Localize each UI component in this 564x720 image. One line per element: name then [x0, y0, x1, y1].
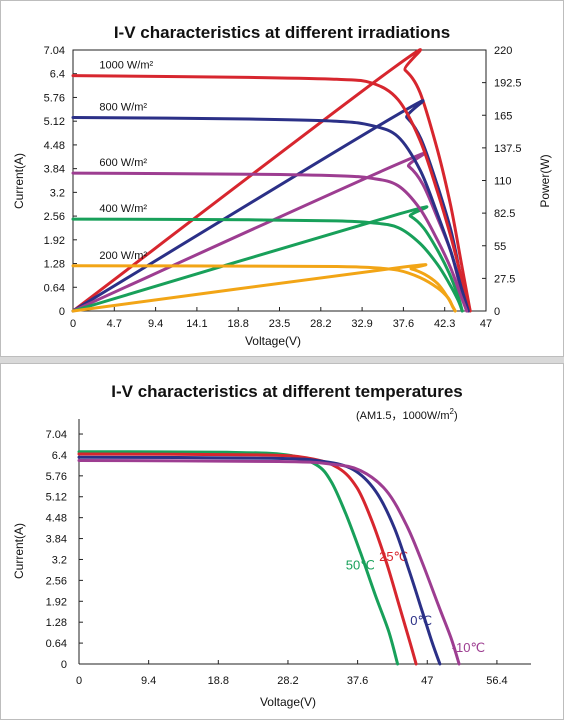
y-axis-label: Current(A) [12, 153, 26, 209]
y-tick-label: 1.28 [46, 617, 67, 629]
y-tick-label: 0.64 [44, 282, 65, 294]
x-tick-label: 14.1 [186, 318, 207, 330]
x-tick-label: 56.4 [486, 675, 507, 687]
temperature-chart: I-V characteristics at different tempera… [12, 382, 531, 709]
chart-subtitle: (AM1.5，1000W/m2) [356, 407, 458, 422]
x-axis-label: Voltage(V) [260, 695, 316, 709]
y-tick-label: 5.12 [44, 116, 65, 128]
series-label: 50℃ [346, 557, 375, 572]
y-tick-label: 2.56 [46, 575, 67, 587]
y-tick-label: 3.84 [46, 534, 67, 546]
series-label: 600 W/m² [99, 157, 147, 169]
power-curve-1 [71, 48, 472, 313]
y2-tick-label: 110 [494, 176, 512, 188]
y-tick-label: 1.92 [46, 596, 67, 608]
panel-divider [0, 357, 564, 363]
y2-tick-label: 55 [494, 241, 506, 253]
y2-tick-label: 192.5 [494, 78, 522, 90]
y2-axis-label: Power(W) [538, 154, 552, 207]
x-tick-label: 47 [421, 675, 433, 687]
x-tick-label: 28.2 [310, 318, 331, 330]
x-tick-label: 0 [76, 675, 82, 687]
iv-curve-4 [77, 459, 461, 666]
x-tick-label: 23.5 [269, 318, 290, 330]
y-tick-label: 4.48 [46, 513, 67, 525]
temperature-chart-panel: I-V characteristics at different tempera… [0, 363, 564, 720]
y2-tick-label: 220 [494, 45, 512, 57]
iv-curve-5 [71, 264, 457, 313]
x-tick-label: 32.9 [351, 318, 372, 330]
y-tick-label: 6.4 [50, 69, 65, 81]
x-tick-label: 37.6 [347, 675, 368, 687]
x-tick-label: 28.2 [277, 675, 298, 687]
y2-tick-label: 137.5 [494, 143, 522, 155]
y-tick-label: 0 [61, 659, 67, 671]
y-axis-label: Current(A) [12, 523, 26, 579]
chart-title: I-V characteristics at different irradia… [114, 23, 450, 42]
irradiation-chart-panel: I-V characteristics at different irradia… [0, 0, 564, 357]
x-axis-label: Voltage(V) [245, 334, 301, 348]
y2-tick-label: 0 [494, 306, 500, 318]
iv-curve-3 [71, 171, 469, 313]
iv-curve-4 [71, 217, 464, 313]
x-tick-label: 37.6 [393, 318, 414, 330]
y-tick-label: 3.2 [50, 187, 65, 199]
x-tick-label: 9.4 [141, 675, 156, 687]
x-tick-label: 42.3 [434, 318, 455, 330]
series-label: 1000 W/m² [99, 60, 153, 72]
iv-curve-1 [77, 450, 400, 666]
iv-curve-2 [77, 452, 418, 666]
x-tick-label: 18.8 [227, 318, 248, 330]
y-tick-label: 6.4 [52, 450, 67, 462]
y-tick-label: 3.84 [44, 164, 65, 176]
x-tick-label: 4.7 [107, 318, 122, 330]
power-curve-4 [71, 205, 464, 313]
y-tick-label: 3.2 [52, 554, 67, 566]
iv-curve-2 [71, 116, 470, 313]
y-tick-label: 5.12 [46, 492, 67, 504]
series-label: 0℃ [410, 613, 432, 628]
y-tick-label: 4.48 [44, 140, 65, 152]
y-tick-label: 1.28 [44, 259, 65, 271]
x-tick-label: 18.8 [208, 675, 229, 687]
series-label: 800 W/m² [99, 101, 147, 113]
series-label: 400 W/m² [99, 203, 147, 215]
irradiation-chart: I-V characteristics at different irradia… [12, 23, 552, 348]
series-label: -10℃ [452, 640, 485, 655]
y-tick-label: 5.76 [44, 92, 65, 104]
iv-curve-1 [71, 74, 472, 313]
x-tick-label: 0 [70, 318, 76, 330]
series-label: 200 W/m² [99, 250, 147, 262]
y2-tick-label: 165 [494, 110, 512, 122]
y-tick-label: 5.76 [46, 471, 67, 483]
y2-tick-label: 27.5 [494, 273, 515, 285]
y2-tick-label: 82.5 [494, 208, 515, 220]
x-tick-label: 9.4 [148, 318, 163, 330]
y-tick-label: 7.04 [46, 429, 67, 441]
y-tick-label: 7.04 [44, 45, 65, 57]
y-tick-label: 0.64 [46, 638, 67, 650]
series-label: 25℃ [379, 549, 408, 564]
iv-curve-3 [77, 455, 442, 666]
chart-title: I-V characteristics at different tempera… [111, 382, 462, 401]
y-tick-label: 1.92 [44, 235, 65, 247]
y-tick-label: 0 [59, 306, 65, 318]
x-tick-label: 47 [480, 318, 492, 330]
y-tick-label: 2.56 [44, 211, 65, 223]
